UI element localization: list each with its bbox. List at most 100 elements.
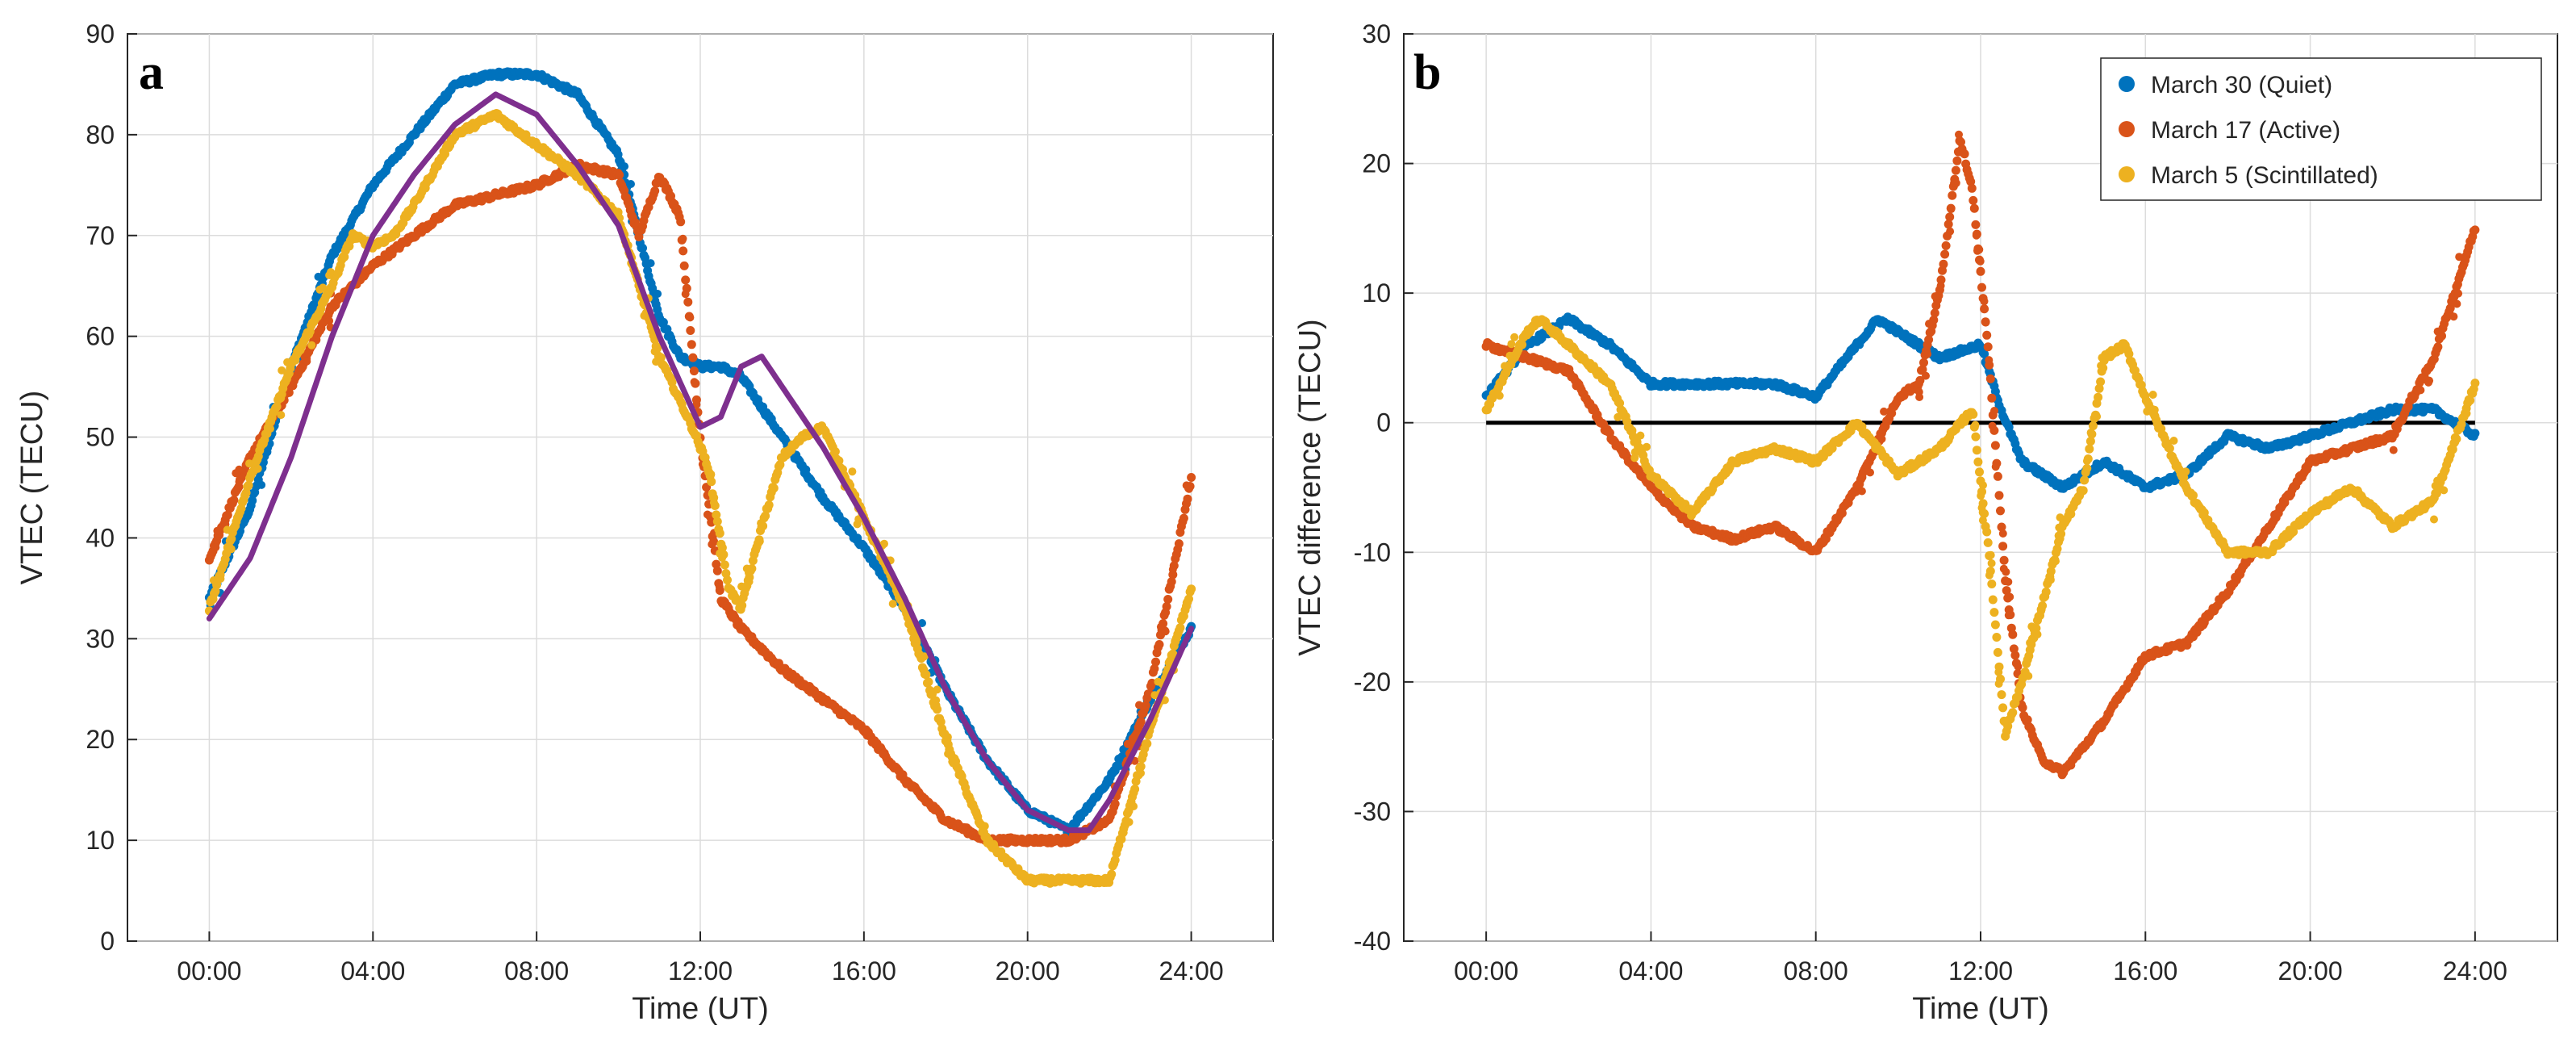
data-point — [1972, 231, 1981, 240]
data-point — [1924, 335, 1934, 345]
data-point — [1130, 785, 1140, 794]
panel-b-xtick-label: 08:00 — [1784, 956, 1848, 986]
data-point — [2455, 253, 2464, 262]
data-point — [2189, 491, 2198, 500]
data-point — [1141, 701, 1150, 710]
data-point — [707, 477, 716, 487]
data-point — [325, 316, 334, 325]
data-point — [652, 358, 661, 366]
data-point — [1918, 365, 1927, 375]
data-point — [1990, 441, 2000, 450]
panel-a-ytick-label: 70 — [86, 221, 115, 250]
data-point — [686, 326, 695, 335]
data-point — [2008, 630, 2018, 639]
data-point — [1174, 539, 1184, 549]
data-point — [853, 520, 862, 529]
data-point — [650, 347, 659, 356]
data-point — [2094, 383, 2104, 393]
data-point — [1129, 802, 1138, 810]
data-point — [1154, 677, 1163, 686]
data-point — [880, 539, 888, 548]
data-point — [944, 749, 953, 758]
data-point — [676, 217, 686, 227]
data-point — [1857, 487, 1866, 496]
data-point — [229, 496, 239, 505]
data-point — [2124, 349, 2134, 358]
data-point — [1919, 358, 1928, 367]
panel-b-xtick-label: 24:00 — [2443, 956, 2507, 986]
data-point — [1925, 320, 1933, 329]
panel-b-xtick-label: 12:00 — [1948, 956, 2013, 986]
data-point — [1182, 481, 1191, 490]
data-point — [277, 411, 286, 420]
data-point — [1943, 220, 1953, 229]
data-point — [1119, 828, 1128, 837]
data-point — [712, 517, 722, 526]
data-point — [2004, 611, 2013, 620]
data-point — [678, 246, 688, 256]
data-point — [1110, 799, 1120, 809]
data-point — [253, 464, 262, 473]
data-point — [2041, 587, 2051, 596]
data-point — [1125, 818, 1134, 827]
data-point — [755, 537, 764, 546]
data-point — [297, 362, 306, 371]
data-point — [1947, 205, 1956, 214]
panel-b-series-march-5-scintillated — [1481, 315, 2480, 741]
data-point — [692, 400, 701, 409]
panel-b-ytick-label: -20 — [1354, 668, 1391, 697]
data-point — [2424, 378, 2433, 387]
data-point — [2088, 421, 2098, 431]
data-point — [764, 500, 774, 510]
data-point — [1915, 375, 1925, 385]
data-point — [1975, 467, 1984, 477]
data-point — [2010, 651, 2020, 660]
data-point — [1945, 212, 1955, 222]
panel-a-xtick-label: 04:00 — [340, 956, 405, 986]
data-point — [1983, 538, 1993, 547]
data-point — [2453, 299, 2461, 308]
data-point — [303, 357, 311, 366]
panel-a-ytick-label: 0 — [100, 927, 115, 956]
data-point — [2085, 437, 2095, 446]
data-point — [1136, 762, 1146, 772]
data-point — [1998, 529, 2007, 538]
data-point — [1999, 555, 2009, 565]
panel-b-series-march-17-active — [1481, 130, 2480, 780]
data-point — [920, 652, 929, 661]
data-point — [1993, 647, 2002, 657]
data-point — [2002, 586, 2011, 596]
data-point — [1179, 513, 1188, 523]
data-point — [679, 261, 689, 270]
data-point — [2018, 703, 2027, 713]
data-point — [1973, 457, 1983, 467]
data-point — [1980, 304, 1989, 314]
data-point — [2433, 327, 2442, 336]
data-point — [972, 807, 981, 816]
data-point — [1993, 471, 2002, 481]
data-point — [634, 232, 644, 241]
data-point — [1150, 664, 1159, 673]
data-point — [211, 543, 220, 552]
panel-a-ytick-label: 80 — [86, 120, 115, 149]
data-point — [703, 510, 712, 519]
data-point — [980, 822, 989, 831]
panel-b-ticks: 00:00 04:00 08:00 12:00 16:00 20:00 24:00-40-3… — [1354, 19, 2507, 986]
data-point — [1969, 195, 1978, 205]
panel-a-ytick-label: 50 — [86, 423, 115, 452]
data-point — [646, 259, 655, 268]
panel-a-ylabel: VTEC (TECU) — [15, 391, 49, 585]
panel-a-xtick-label: 20:00 — [996, 956, 1060, 986]
data-point — [1990, 407, 1998, 415]
data-point — [244, 480, 253, 490]
panel-b-ytick-label: 30 — [1362, 19, 1391, 48]
data-point — [709, 498, 718, 507]
data-point — [834, 456, 844, 466]
data-point — [745, 568, 753, 577]
panel-a-ytick-label: 10 — [86, 826, 115, 855]
data-point — [1980, 297, 1989, 306]
data-point — [690, 378, 699, 387]
data-point — [245, 459, 253, 468]
panel-b-ytick-label: 10 — [1362, 278, 1391, 308]
panel-a-ytick-label: 30 — [86, 624, 115, 653]
